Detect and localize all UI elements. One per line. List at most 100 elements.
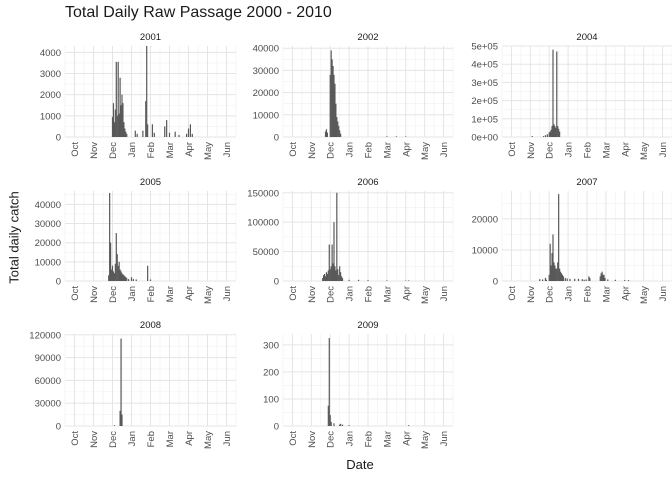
bar: [340, 423, 342, 426]
x-tick-label: Jun: [439, 431, 450, 446]
panel-2009: 2009 Oct Nov Dec Jan Feb Mar Apr May Jun 0 100 200 30…: [263, 320, 454, 449]
bar: [323, 275, 325, 281]
x-tick-label: Apr: [620, 142, 631, 157]
y-tick-label: 0: [274, 277, 279, 288]
bar: [328, 244, 330, 281]
bar: [395, 136, 397, 137]
bar: [341, 278, 344, 281]
x-tick-label: Jan: [345, 286, 356, 301]
bar: [339, 424, 341, 426]
bar: [128, 279, 130, 281]
y-tick-label: 10000: [253, 110, 279, 121]
bar: [589, 277, 591, 281]
panel-2005: 2005 Oct Nov Dec Jan Feb Mar Apr May Jun 0 10000 200…: [35, 177, 237, 304]
bar: [348, 279, 350, 281]
bar: [335, 103, 337, 137]
bar: [331, 244, 333, 281]
bar: [627, 280, 630, 281]
panel-2002: 2002 Oct Nov Dec Jan Feb Mar Apr May Jun 0 10000 200…: [253, 32, 454, 160]
bar: [113, 273, 115, 281]
bar: [114, 109, 116, 137]
bar: [561, 274, 564, 281]
x-tick-label: Mar: [382, 431, 393, 447]
x-tick-label: Jan: [127, 142, 138, 157]
bar: [327, 405, 329, 426]
bar: [124, 276, 126, 281]
y-tick-label: 20000: [472, 214, 498, 225]
bar: [367, 280, 369, 281]
x-tick-label: Nov: [526, 286, 537, 303]
bar: [324, 276, 327, 281]
x-tick-label: Dec: [108, 286, 119, 303]
bar: [118, 261, 120, 281]
y-tick-label: 10000: [35, 257, 61, 268]
bar: [189, 124, 191, 137]
x-tick-label: Nov: [307, 286, 318, 303]
x-tick-label: Jun: [439, 286, 450, 301]
bar: [110, 269, 113, 281]
bar: [340, 272, 342, 281]
x-tick-label: Oct: [70, 286, 81, 301]
x-tick-label: Mar: [601, 142, 612, 158]
bar: [147, 265, 149, 281]
bar: [117, 61, 119, 137]
x-tick-label: Jun: [658, 286, 669, 301]
x-tick-label: Jan: [564, 142, 575, 157]
bar: [348, 425, 350, 426]
bar: [122, 103, 124, 137]
bar: [560, 273, 563, 281]
x-tick-label: Dec: [326, 142, 337, 159]
y-tick-label: 50000: [253, 247, 279, 258]
bar: [554, 126, 556, 137]
bar: [142, 130, 144, 137]
bar: [333, 74, 335, 137]
bar: [330, 266, 332, 281]
bar: [109, 192, 111, 281]
bar: [322, 278, 324, 281]
bar: [558, 128, 560, 137]
bar: [600, 273, 602, 281]
chart-title: Total Daily Raw Passage 2000 - 2010: [65, 4, 332, 21]
bar: [330, 421, 332, 426]
x-tick-label: Oct: [288, 142, 299, 157]
x-tick-label: Dec: [108, 431, 119, 448]
bar: [121, 273, 123, 281]
bar: [542, 136, 545, 137]
bar: [118, 113, 120, 137]
y-tick-label: 300: [263, 340, 279, 351]
bar: [559, 271, 562, 281]
x-tick-label: Oct: [288, 286, 299, 301]
x-tick-label: May: [420, 431, 431, 449]
bar: [546, 134, 548, 137]
panel-strip-label: 2002: [357, 32, 378, 43]
y-tick-label: 1000: [40, 111, 61, 122]
x-tick-label: May: [203, 431, 214, 449]
y-tick-label: 20000: [35, 238, 61, 249]
y-tick-label: 150000: [247, 188, 279, 199]
x-axis-label: Date: [346, 457, 374, 472]
bar: [124, 128, 126, 137]
panel-strip-label: 2006: [357, 177, 378, 188]
bar: [325, 272, 328, 281]
x-tick-label: Dec: [545, 286, 556, 303]
panel-strip-label: 2005: [140, 177, 161, 188]
bar: [113, 122, 115, 137]
bar: [174, 131, 176, 137]
bar: [549, 243, 551, 281]
panel-strip-label: 2007: [576, 177, 597, 188]
bar: [330, 50, 332, 137]
bar: [539, 279, 541, 281]
y-tick-label: 30000: [253, 66, 279, 77]
bar: [326, 132, 328, 137]
x-tick-label: Nov: [89, 142, 100, 159]
bar: [332, 65, 334, 137]
x-tick-label: Mar: [601, 286, 612, 302]
bar: [599, 276, 601, 281]
bar: [604, 277, 606, 281]
bar: [125, 277, 127, 281]
bar: [112, 271, 115, 281]
bar: [329, 74, 331, 137]
bar: [554, 265, 556, 281]
